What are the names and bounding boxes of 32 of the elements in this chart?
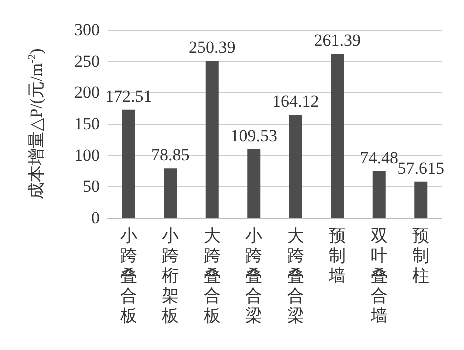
bar xyxy=(289,115,302,218)
x-tick-label: 小跨桁架板 xyxy=(161,226,180,326)
bar xyxy=(122,110,136,218)
y-tick-label: 0 xyxy=(92,208,100,228)
y-tick-label: 100 xyxy=(74,146,100,165)
data-label: 250.39 xyxy=(189,38,236,58)
x-tick-label: 大跨叠合板 xyxy=(202,226,221,326)
x-tick-label: 小跨叠合板 xyxy=(119,226,138,326)
y-tick-label: 300 xyxy=(74,20,100,40)
data-label: 57.615 xyxy=(398,158,444,178)
bar xyxy=(414,182,428,218)
data-label: 74.48 xyxy=(360,148,398,168)
x-tick-label: 预制柱 xyxy=(412,226,430,286)
data-label: 78.85 xyxy=(152,146,190,165)
bar xyxy=(248,149,261,218)
bar xyxy=(331,54,344,218)
bar xyxy=(372,171,386,218)
x-tick-label: 大跨叠合梁 xyxy=(287,226,304,326)
y-tick-label: 200 xyxy=(74,83,100,102)
data-label: 164.12 xyxy=(272,92,320,112)
data-label: 172.51 xyxy=(106,86,152,106)
y-axis-title: 成本增量△P/(元/m-2) xyxy=(26,48,46,200)
y-tick-label: 250 xyxy=(74,52,100,71)
y-tick-label: 150 xyxy=(74,114,100,134)
data-label: 109.53 xyxy=(230,126,278,146)
x-tick-label: 预制墙 xyxy=(328,226,346,286)
y-tick-label: 50 xyxy=(83,177,100,196)
bar xyxy=(206,61,219,218)
x-tick-label: 小跨叠合梁 xyxy=(246,226,263,326)
data-label: 261.39 xyxy=(314,31,361,50)
x-tick-label: 双叶叠合墙 xyxy=(370,226,388,326)
bar xyxy=(164,168,178,218)
